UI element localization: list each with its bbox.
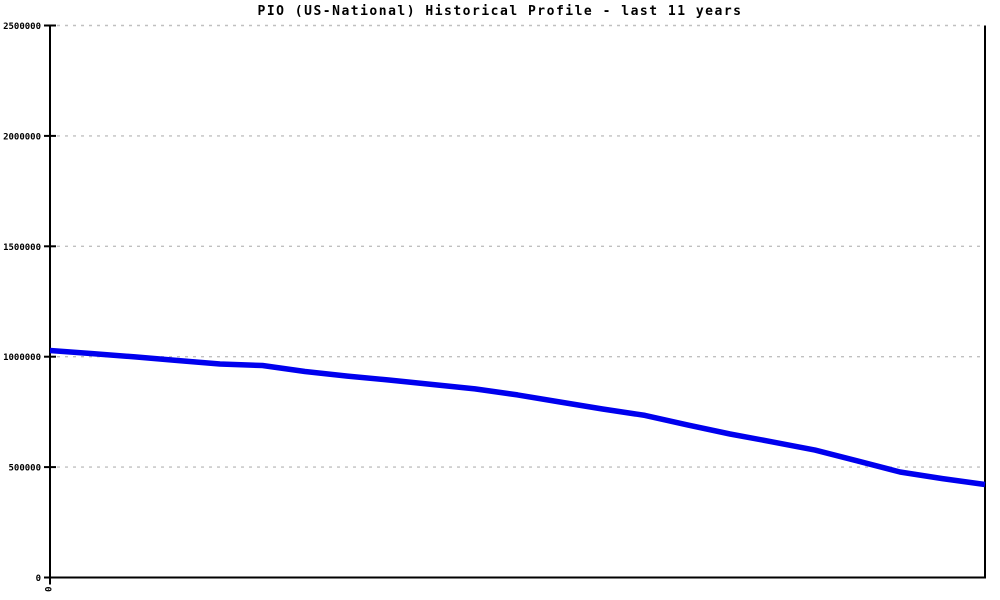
x-tick-label: 0 (42, 587, 52, 592)
y-tick-label: 1000000 (3, 353, 41, 363)
chart-title: PIO (US-National) Historical Profile - l… (257, 4, 743, 19)
y-tick-label: 2000000 (3, 132, 41, 142)
y-tick-label: 1500000 (3, 243, 41, 253)
data-series-line (49, 347, 986, 488)
y-tick-label: 0 (36, 574, 41, 584)
y-tick-label: 500000 (8, 464, 41, 474)
y-tick-label: 2500000 (3, 22, 41, 32)
